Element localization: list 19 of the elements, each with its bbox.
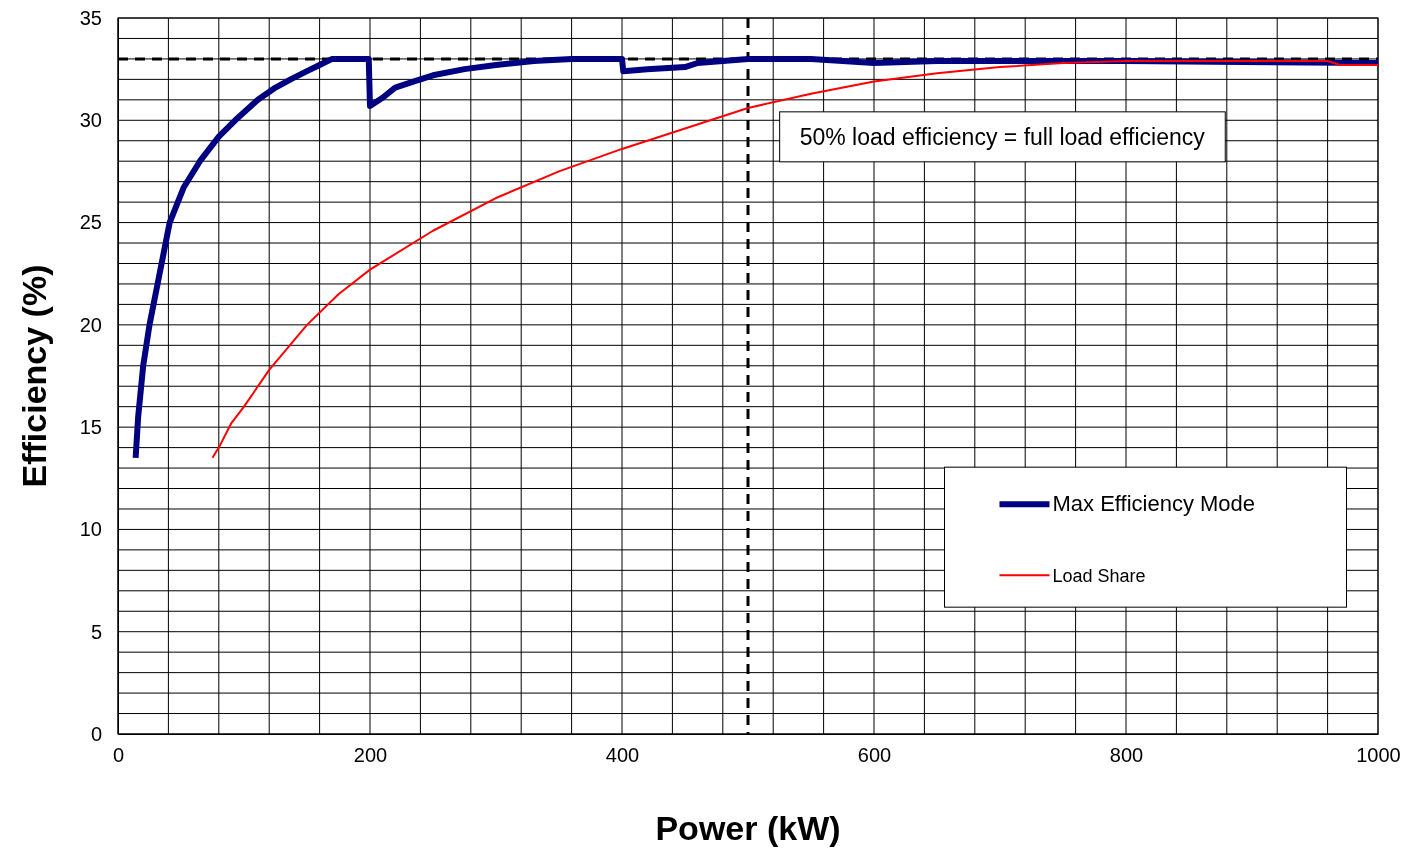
y-tick-label: 20 (79, 313, 102, 336)
y-tick-label: 30 (79, 109, 102, 132)
y-tick-label: 15 (79, 416, 102, 439)
y-tick-label: 35 (79, 6, 102, 29)
legend-label: Max Efficiency Mode (1052, 491, 1256, 517)
x-tick-label: 0 (112, 744, 125, 767)
x-tick-label: 600 (857, 744, 892, 767)
y-tick-label: 5 (90, 620, 102, 643)
y-axis-title: Efficiency (%) (15, 264, 53, 488)
x-tick-label: 1000 (1356, 744, 1401, 767)
y-tick-label: 10 (79, 518, 102, 541)
annotation: 50% load efficiency = full load efficiency (799, 123, 1206, 150)
x-tick-label: 800 (1109, 744, 1144, 767)
x-tick-label: 400 (605, 744, 640, 767)
y-tick-label: 25 (79, 211, 102, 234)
x-axis-title: Power (kW) (655, 809, 841, 847)
x-tick-label: 200 (353, 744, 388, 767)
y-tick-label: 0 (90, 722, 102, 745)
legend-label: Load Share (1052, 566, 1146, 587)
